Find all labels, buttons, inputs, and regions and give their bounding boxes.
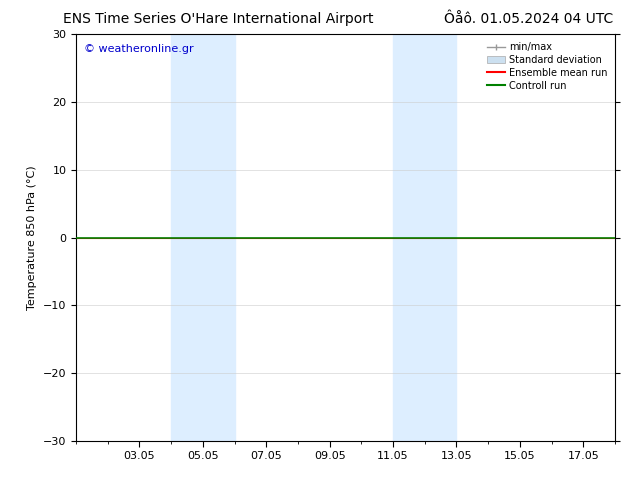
Y-axis label: Temperature 850 hPa (°C): Temperature 850 hPa (°C): [27, 165, 37, 310]
Text: ENS Time Series O'Hare International Airport: ENS Time Series O'Hare International Air…: [63, 12, 374, 26]
Legend: min/max, Standard deviation, Ensemble mean run, Controll run: min/max, Standard deviation, Ensemble me…: [484, 39, 610, 94]
Text: © weatheronline.gr: © weatheronline.gr: [84, 45, 194, 54]
Bar: [393, 34, 456, 441]
Text: Ôåô. 01.05.2024 04 UTC: Ôåô. 01.05.2024 04 UTC: [444, 12, 613, 26]
Bar: [171, 34, 235, 441]
